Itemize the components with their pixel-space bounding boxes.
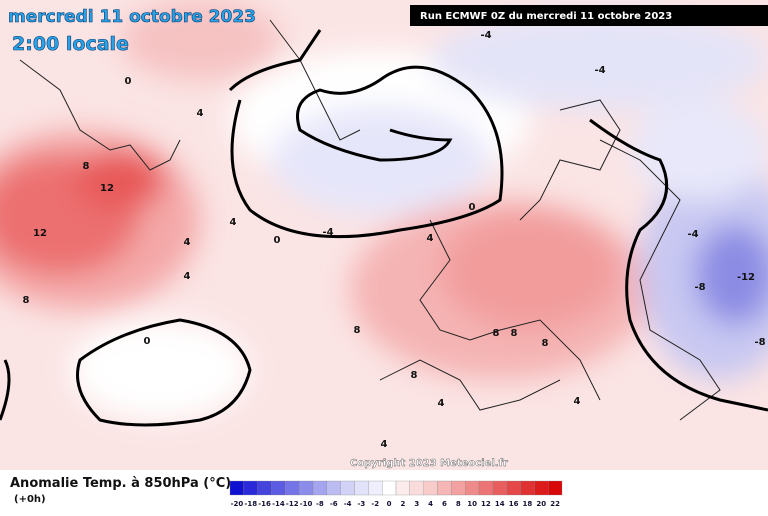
scale-label: 8 (456, 500, 461, 508)
scale-swatch (354, 480, 369, 496)
scale-swatch (312, 480, 327, 496)
scale-swatch (465, 480, 480, 496)
contour-label: -8 (754, 337, 765, 348)
zero-isotherms (0, 29, 768, 427)
contour-label: 12 (100, 183, 114, 194)
contour-label: -4 (480, 30, 491, 41)
run-text: Run ECMWF 0Z du mercredi 11 octobre 2023 (420, 11, 672, 22)
scale-swatch (437, 480, 452, 496)
scale-label: 0 (387, 500, 392, 508)
scale-label: 12 (481, 500, 491, 508)
scale-label: -12 (286, 500, 299, 508)
scale-label: 6 (442, 500, 447, 508)
contour-label: 8 (493, 328, 500, 339)
scale-label: -20 (231, 500, 244, 508)
scale-swatch (548, 480, 563, 496)
scale-swatch (520, 480, 535, 496)
contour-label: 4 (381, 439, 388, 450)
scale-label: -3 (358, 500, 366, 508)
contour-label: 4 (574, 396, 581, 407)
scale-label: 10 (467, 500, 477, 508)
contour-label: 4 (438, 398, 445, 409)
contour-label: -8 (694, 282, 705, 293)
scale-label: -16 (258, 500, 271, 508)
contour-label: -4 (322, 227, 333, 238)
scale-label: 18 (523, 500, 533, 508)
contour-label: 4 (427, 233, 434, 244)
date-title: mercredi 11 octobre 2023 (8, 7, 256, 27)
map: 0 0 0 0 8 12 12 8 4 4 4 4 -4 -4 -4 8 8 8… (0, 0, 768, 470)
scale-label: 16 (509, 500, 519, 508)
anomaly-field (0, 0, 768, 420)
scale-swatch (340, 480, 355, 496)
scale-label: -8 (316, 500, 324, 508)
scale-swatch (229, 480, 244, 496)
contour-label: 8 (23, 295, 30, 306)
contour-label: 0 (469, 202, 476, 213)
scale-label: -18 (244, 500, 257, 508)
scale-label: -2 (371, 500, 379, 508)
scale-label: 4 (428, 500, 433, 508)
scale-swatch (451, 480, 466, 496)
scale-swatch (243, 480, 258, 496)
scale-swatch (257, 480, 272, 496)
scale-label: 22 (550, 500, 560, 508)
contour-labels: 0 0 0 0 8 12 12 8 4 4 4 4 -4 -4 -4 8 8 8… (23, 30, 766, 450)
scale-label: 14 (495, 500, 505, 508)
legend-subtitle: (+0h) (14, 494, 46, 505)
contour-label: -4 (594, 65, 605, 76)
color-scale: -20 -18 -16 -14 -12 -10 -8 -6 -4 -3 -2 0 2 3 4 6 8 10 12 14… (229, 480, 563, 508)
contour-label: 0 (144, 336, 151, 347)
contour-label: 4 (197, 108, 204, 119)
contour-label: 8 (354, 325, 361, 336)
contour-label: 12 (33, 228, 47, 239)
scale-swatch (368, 480, 383, 496)
contour-label: 8 (542, 338, 549, 349)
scale-swatch (478, 480, 493, 496)
scale-swatch (423, 480, 438, 496)
scale-label: -6 (330, 500, 338, 508)
contour-label: 8 (83, 161, 90, 172)
scale-swatch (409, 480, 424, 496)
scale-swatch (326, 480, 341, 496)
contour-label: 8 (411, 370, 418, 381)
scale-label: 2 (400, 500, 405, 508)
scale-label: -10 (300, 500, 313, 508)
scale-swatch (271, 480, 286, 496)
contour-label: 4 (184, 271, 191, 282)
contour-label: 4 (230, 217, 237, 228)
scale-swatch (285, 480, 300, 496)
scale-swatch (299, 480, 314, 496)
contour-label: -4 (687, 229, 698, 240)
scale-label: -14 (272, 500, 285, 508)
scale-swatch (534, 480, 549, 496)
coastlines (19, 19, 721, 421)
run-banner (410, 5, 768, 26)
time-title: 2:00 locale (12, 33, 129, 55)
contour-label: 8 (511, 328, 518, 339)
contour-label: -12 (737, 272, 755, 283)
scale-label: -4 (344, 500, 352, 508)
copyright: Copyright 2023 Meteociel.fr (350, 458, 508, 469)
contour-label: 4 (184, 237, 191, 248)
scale-label: 3 (414, 500, 419, 508)
contour-label: 0 (125, 76, 132, 87)
legend-title: Anomalie Temp. à 850hPa (°C) (10, 476, 231, 491)
contour-label: 0 (274, 235, 281, 246)
scale-swatch (506, 480, 521, 496)
scale-swatch (492, 480, 507, 496)
scale-swatch (382, 480, 397, 496)
scale-label: 20 (536, 500, 546, 508)
scale-swatch (395, 480, 410, 496)
